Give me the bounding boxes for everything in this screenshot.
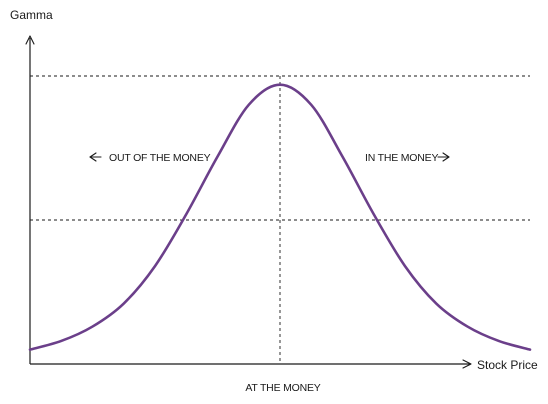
y-axis-arrowhead — [25, 35, 35, 45]
out-of-the-money-label: OUT OF THE MONEY — [109, 152, 211, 164]
reference-lines — [30, 75, 530, 364]
x-axis-arrowhead — [462, 359, 472, 369]
y-axis-title: Gamma — [10, 8, 53, 22]
in-the-money-label: IN THE MONEY — [365, 152, 438, 164]
gamma-curve-series — [28, 83, 532, 351]
x-axis-title: Stock Price — [477, 358, 538, 372]
at-the-money-label: AT THE MONEY — [245, 382, 320, 394]
